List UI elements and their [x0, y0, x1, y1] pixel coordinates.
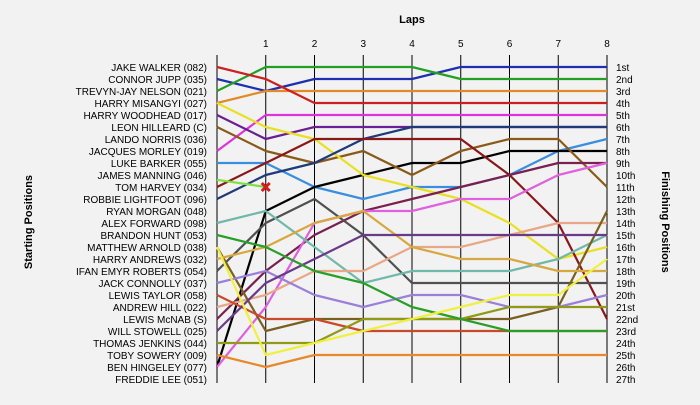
- start-position-label: ANDREW HILL (022): [113, 303, 207, 314]
- y-axis-title-right: Finishing Positions: [659, 171, 671, 272]
- finish-position-label: 22nd: [616, 315, 638, 326]
- x-tick-label: 7: [555, 39, 561, 50]
- finish-position-label: 27th: [616, 375, 635, 386]
- start-position-label: ALEX FORWARD (098): [101, 219, 207, 230]
- finish-labels: 1st2nd3rd4th5th6th7th8th9th10th11th12th1…: [616, 63, 638, 386]
- finish-position-label: 16th: [616, 243, 635, 254]
- finish-position-label: 23rd: [616, 327, 636, 338]
- start-position-label: LANDO NORRIS (036): [105, 135, 207, 146]
- start-position-label: HARRY WOODHEAD (017): [83, 111, 207, 122]
- finish-position-label: 8th: [616, 147, 630, 158]
- series-line-19: [216, 209, 607, 273]
- finish-position-label: 26th: [616, 363, 635, 374]
- start-position-label: BRANDON HUNT (053): [101, 231, 208, 242]
- series-lines: [215, 65, 608, 369]
- markers: [216, 178, 271, 193]
- finish-position-label: 7th: [616, 135, 630, 146]
- retired-x-icon: [260, 181, 271, 193]
- x-tick-label: 4: [409, 39, 415, 50]
- finish-position-label: 2nd: [616, 75, 633, 86]
- start-position-label: HARRY ANDREWS (032): [93, 255, 207, 266]
- finish-position-label: 25th: [616, 351, 635, 362]
- start-labels: JAKE WALKER (082)CONNOR JUPP (035)TREVYN…: [76, 63, 207, 386]
- grid-lines: [216, 55, 608, 383]
- start-position-label: RYAN MORGAN (048): [106, 207, 207, 218]
- finish-position-label: 13th: [616, 207, 635, 218]
- finish-position-label: 17th: [616, 255, 635, 266]
- series-line-8: [215, 149, 607, 368]
- series-line-11: [216, 125, 607, 200]
- series-line-13: [216, 161, 607, 320]
- series-line-16: [216, 209, 608, 285]
- finish-position-label: 14th: [616, 219, 635, 230]
- start-position-label: ROBBIE LIGHTFOOT (096): [83, 195, 207, 206]
- start-position-label: BEN HINGELEY (077): [107, 363, 207, 374]
- series-line-24: [216, 233, 607, 333]
- x-tick-label: 8: [604, 39, 610, 50]
- series-line-15: [216, 197, 607, 285]
- start-position-label: JAMES MANNING (046): [98, 171, 207, 182]
- x-tick-label: 1: [263, 39, 269, 50]
- x-tick-labels: 1 2 3 4 5 6 7 8: [263, 39, 610, 50]
- finish-position-label: 20th: [616, 291, 635, 302]
- x-tick-label: 2: [312, 39, 318, 50]
- start-position-label: FREDDIE LEE (051): [115, 375, 207, 386]
- series-line-26: [216, 353, 607, 369]
- finish-position-label: 11th: [616, 183, 635, 194]
- start-position-label: LEWIS TAYLOR (058): [109, 291, 207, 302]
- finish-position-label: 18th: [616, 267, 635, 278]
- series-line-22: [216, 233, 607, 332]
- y-axis-title-left: Starting Positions: [23, 175, 35, 269]
- start-position-label: MATTHEW ARNOLD (038): [87, 243, 207, 254]
- x-tick-label: 3: [360, 39, 366, 50]
- start-position-label: THOMAS JENKINS (044): [93, 339, 207, 350]
- start-position-label: TOBY SOWERY (009): [107, 351, 207, 362]
- x-axis-title: Laps: [399, 14, 425, 26]
- start-position-label: HARRY MISANGYI (027): [95, 99, 207, 110]
- start-position-label: LEWIS McNAB (S): [123, 315, 207, 326]
- start-position-label: JACQUES MORLEY (019): [89, 147, 207, 158]
- series-line-3: [216, 89, 607, 105]
- finish-position-label: 9th: [616, 159, 630, 170]
- series-line-25: [215, 246, 608, 357]
- series-line-12: [216, 137, 608, 320]
- start-position-label: LEON HILLEARD (C): [111, 123, 207, 134]
- series-line-5: [216, 113, 607, 152]
- finish-position-label: 24th: [616, 339, 635, 350]
- series-line-4: [216, 65, 607, 105]
- finish-position-label: 5th: [616, 111, 630, 122]
- finish-position-label: 15th: [616, 231, 635, 242]
- retired-x-stroke-b: [260, 181, 271, 193]
- start-position-label: CONNOR JUPP (035): [108, 75, 207, 86]
- finish-position-label: 6th: [616, 123, 630, 134]
- series-line-10: [216, 102, 608, 261]
- start-position-label: JACK CONNOLLY (037): [98, 279, 207, 290]
- start-position-label: WILL STOWELL (025): [108, 327, 207, 338]
- start-position-label: TOM HARVEY (034): [115, 183, 207, 194]
- x-tick-label: 5: [458, 39, 464, 50]
- finish-position-label: 12th: [616, 195, 635, 206]
- start-position-label: JAKE WALKER (082): [111, 63, 207, 74]
- x-tick-label: 6: [507, 39, 513, 50]
- finish-position-label: 1st: [616, 63, 630, 74]
- finish-position-label: 3rd: [616, 87, 630, 98]
- finish-position-label: 21st: [616, 303, 635, 314]
- finish-position-label: 4th: [616, 99, 630, 110]
- retired-series-line: [216, 178, 266, 189]
- start-position-label: IFAN EMYR ROBERTS (054): [76, 267, 207, 278]
- start-position-label: TREVYN-JAY NELSON (021): [76, 87, 207, 98]
- start-position-label: LUKE BARKER (055): [111, 159, 207, 170]
- finish-position-label: 19th: [616, 279, 635, 290]
- finish-position-label: 10th: [616, 171, 635, 182]
- series-line-2: [216, 65, 607, 92]
